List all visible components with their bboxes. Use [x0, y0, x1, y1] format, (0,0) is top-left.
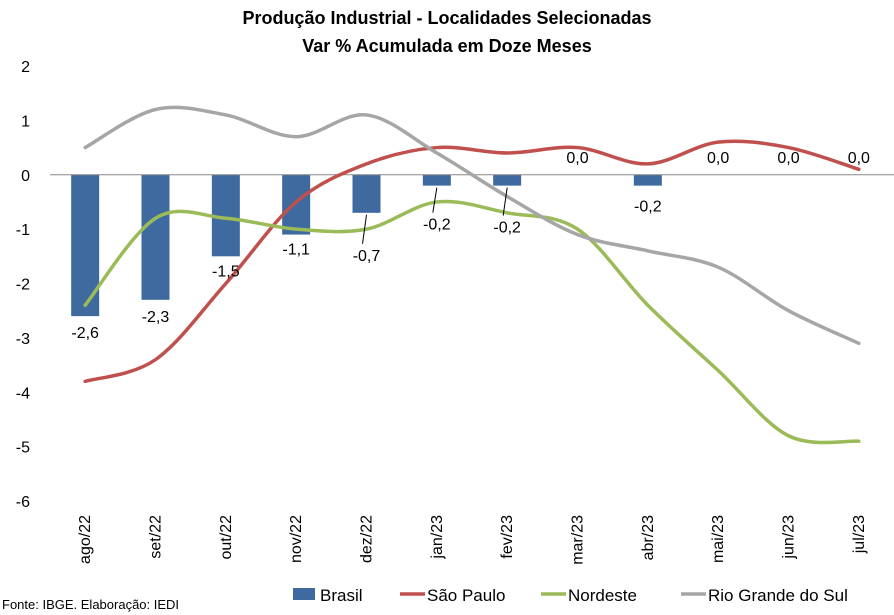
bar-data-label: -1,1: [282, 242, 310, 259]
x-tick-label: ago/22: [77, 515, 94, 564]
chart-subtitle: Var % Acumulada em Doze Meses: [302, 36, 591, 56]
x-tick-label: fev/23: [499, 515, 516, 559]
legend-label: Brasil: [320, 586, 363, 605]
x-tick-label: out/22: [218, 515, 235, 560]
brasil-bars: [71, 174, 662, 317]
line-rio-grande-do-sul: [83, 105, 861, 346]
legend: Brasil São Paulo Nordeste Rio Grande do Sul: [293, 586, 848, 605]
y-tick-label: -5: [16, 440, 30, 457]
x-tick-label: set/22: [148, 515, 165, 559]
bar-data-label: 0,0: [777, 150, 799, 167]
bar-brasil-fev-23: [493, 174, 522, 186]
bar-data-labels: -2,6 -2,3 -1,5 -1,1 -0,7 -0,2 -0,2 0,0 -0,2 0,0 0,…: [71, 150, 870, 342]
bar-data-label: -2,3: [142, 309, 170, 326]
bar-data-label: -0,2: [634, 199, 662, 216]
y-tick-label: 0: [21, 168, 30, 185]
bar-brasil-ago-22: [71, 174, 100, 317]
y-tick-label: 2: [21, 59, 30, 76]
chart-title: Produção Industrial - Localidades Seleci…: [242, 8, 651, 28]
bar-data-label: -2,6: [71, 325, 99, 342]
x-axis-ticks: ago/22 set/22 out/22 nov/22 dez/22 jan/23 fev/…: [77, 515, 868, 565]
bar-data-label: -0,7: [353, 248, 381, 265]
source-note: Fonte: IBGE. Elaboração: IEDI: [2, 597, 179, 612]
legend-label: Rio Grande do Sul: [708, 586, 848, 605]
line-nordeste: [83, 199, 861, 445]
bar-data-label: -0,2: [423, 217, 451, 234]
bar-data-label: 0,0: [848, 150, 870, 167]
y-axis-ticks: 2 1 0 -1 -2 -3 -4 -5 -6: [16, 59, 30, 511]
leader-line: [432, 187, 438, 213]
x-tick-label: jul/23: [851, 515, 868, 554]
x-tick-label: jun/23: [781, 515, 798, 560]
x-tick-label: nov/22: [288, 515, 305, 563]
bar-data-label: -1,5: [212, 263, 240, 280]
y-tick-label: -6: [16, 494, 30, 511]
bar-brasil-abr-23: [633, 174, 662, 186]
legend-label: Nordeste: [568, 586, 637, 605]
legend-swatch-brasil: [293, 588, 315, 600]
bar-brasil-set-22: [141, 174, 170, 300]
x-tick-label: dez/22: [359, 515, 376, 563]
bar-data-label: 0,0: [566, 150, 588, 167]
y-tick-label: -4: [16, 385, 30, 402]
label-leader-lines: [362, 187, 508, 244]
x-tick-label: jan/23: [429, 515, 446, 560]
y-tick-label: -1: [16, 222, 30, 239]
bar-brasil-dez-22: [352, 174, 381, 213]
bar-brasil-jan-23: [422, 174, 451, 186]
y-tick-label: -3: [16, 331, 30, 348]
line-sao-paulo: [83, 139, 861, 384]
line-series: [83, 105, 861, 445]
leader-line: [502, 187, 508, 216]
y-tick-label: 1: [21, 113, 30, 130]
leader-line: [362, 214, 367, 244]
x-tick-label: mar/23: [570, 515, 587, 565]
bar-brasil-nov-22: [282, 174, 311, 235]
bar-data-label: 0,0: [707, 150, 729, 167]
x-tick-label: mai/23: [710, 515, 727, 563]
y-tick-label: -2: [16, 277, 30, 294]
x-tick-label: abr/23: [640, 515, 657, 560]
legend-label: São Paulo: [427, 586, 505, 605]
bar-data-label: -0,2: [493, 220, 521, 237]
